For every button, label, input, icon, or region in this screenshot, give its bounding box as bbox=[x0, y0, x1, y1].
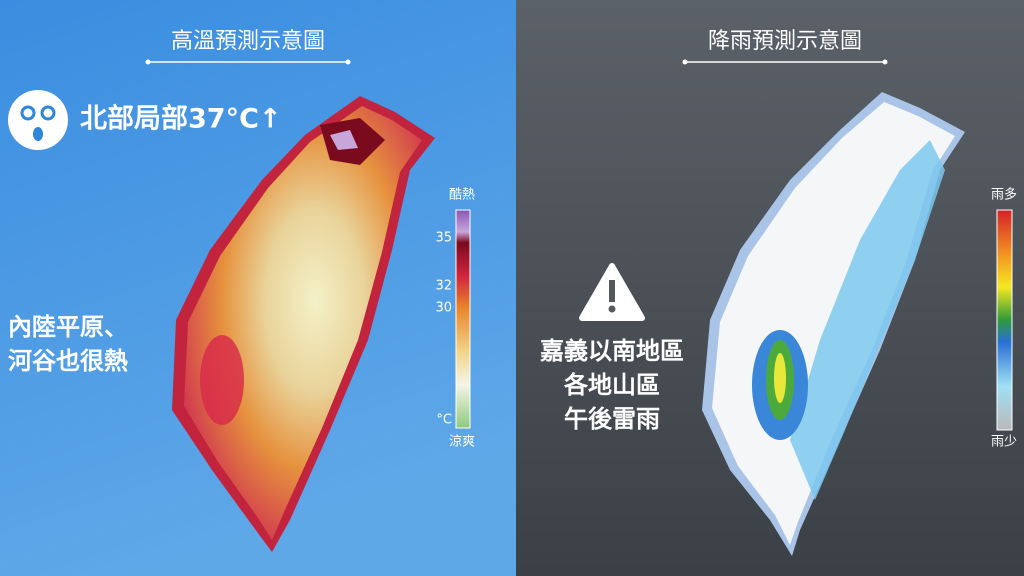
rain-zone bbox=[774, 353, 786, 403]
legend-tick: 30 bbox=[435, 301, 452, 316]
headline: 北部局部37°C↑ bbox=[80, 103, 282, 135]
legend-top: 酷熱 bbox=[449, 188, 475, 203]
note-line: 內陸平原、 bbox=[8, 313, 128, 341]
dot bbox=[882, 59, 888, 65]
legend-top: 雨多 bbox=[991, 187, 1017, 203]
note-line: 河谷也很熱 bbox=[8, 347, 128, 375]
face-eye bbox=[40, 105, 56, 121]
rain-zone bbox=[790, 140, 945, 500]
right-title: 降雨預測示意圖 bbox=[708, 29, 862, 54]
legend-bottom: 雨少 bbox=[991, 435, 1017, 450]
hottest-zone bbox=[330, 130, 358, 150]
legend-tick: 35 bbox=[435, 231, 452, 246]
face-mouth bbox=[33, 127, 43, 141]
legend-unit: °C bbox=[436, 413, 452, 428]
note-line: 各地山區 bbox=[563, 371, 660, 399]
hot-zone bbox=[200, 335, 244, 425]
legend-bottom: 涼爽 bbox=[449, 435, 475, 450]
dot bbox=[145, 59, 151, 65]
warning-mark bbox=[608, 305, 616, 313]
note-line: 午後雷雨 bbox=[564, 405, 660, 433]
warning-mark bbox=[609, 280, 615, 302]
face-eye bbox=[20, 105, 36, 121]
legend-tick: 32 bbox=[435, 279, 452, 294]
note-line: 嘉義以南地區 bbox=[540, 337, 684, 365]
rain-legend bbox=[996, 209, 1013, 431]
left-title: 高溫預測示意圖 bbox=[171, 29, 325, 54]
dot bbox=[682, 59, 688, 65]
temperature-legend bbox=[455, 209, 471, 429]
face-icon bbox=[8, 90, 68, 150]
taiwan-heat-map bbox=[184, 106, 422, 540]
dot bbox=[345, 59, 351, 65]
